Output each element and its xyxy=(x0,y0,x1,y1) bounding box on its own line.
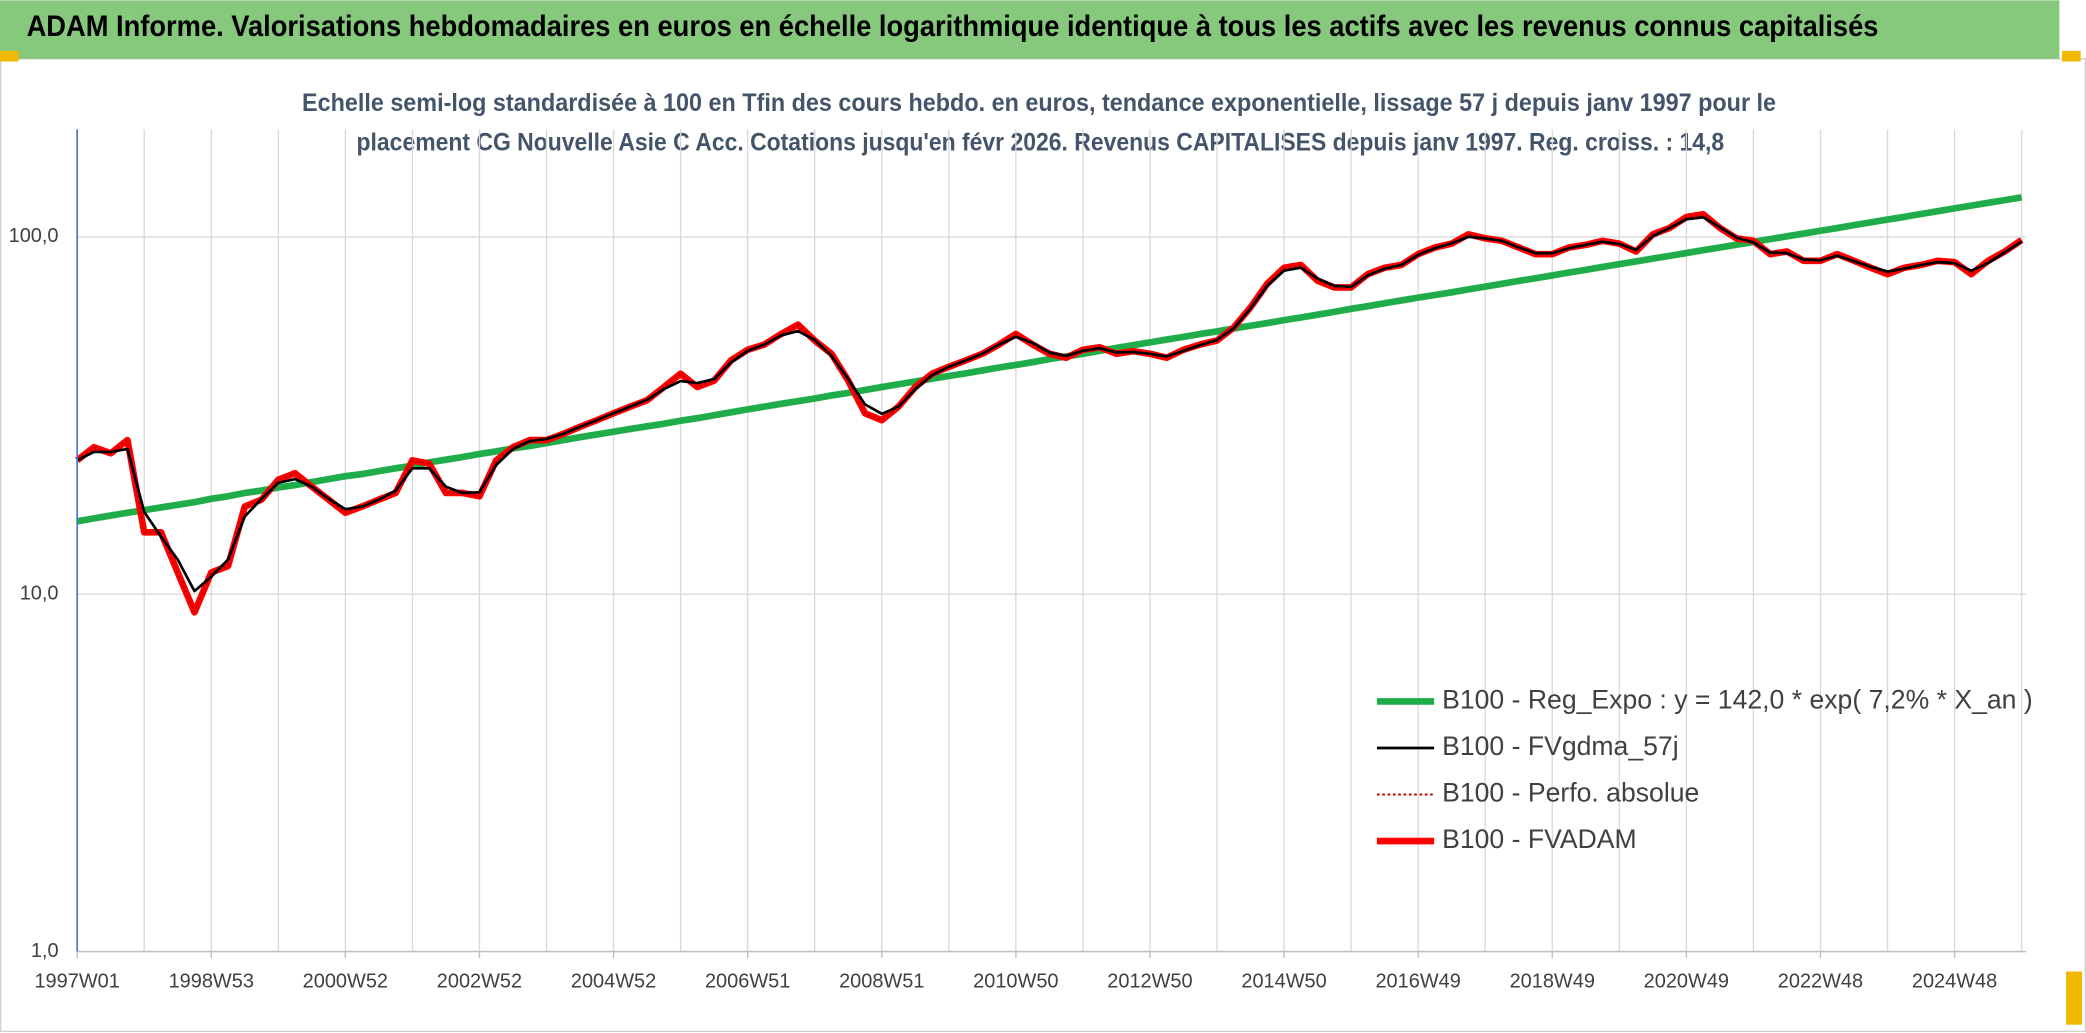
x-tick-label: 1997W01 xyxy=(34,970,119,992)
data-line xyxy=(76,215,2023,593)
chart-subtitle: Echelle semi-log standardisée à 100 en T… xyxy=(302,89,1776,117)
x-tick-label: 2008W51 xyxy=(839,970,924,992)
data-line xyxy=(76,213,2023,614)
x-tick-label: 1998W53 xyxy=(169,970,254,992)
x-tick-label: 2018W49 xyxy=(1510,970,1595,992)
corner-mark xyxy=(2062,50,2081,62)
y-tick-label: 100,0 xyxy=(9,225,59,247)
x-tick-label: 2014W50 xyxy=(1241,970,1326,992)
x-tick-label: 2006W51 xyxy=(705,970,790,992)
corner-mark xyxy=(0,50,19,62)
x-tick-label: 2020W49 xyxy=(1644,970,1729,992)
x-tick-label: 2002W52 xyxy=(437,970,522,992)
legend-label: B100 - FVgdma_57j xyxy=(1442,731,1679,761)
chart-title: ADAM Informe. Valorisations hebdomadaire… xyxy=(27,11,1879,43)
y-tick-label: 10,0 xyxy=(20,582,59,604)
y-tick-label: 1,0 xyxy=(31,940,59,962)
data-line xyxy=(76,194,2023,525)
x-tick-label: 2012W50 xyxy=(1107,970,1192,992)
x-tick-label: 2010W50 xyxy=(973,970,1058,992)
chart-frame xyxy=(0,58,2086,1033)
x-tick-label: 2022W48 xyxy=(1778,970,1863,992)
legend-label: B100 - Perfo. absolue xyxy=(1442,778,1699,808)
chart-subtitle: placement CG Nouvelle Asie C Acc. Cotati… xyxy=(357,129,1725,157)
corner-mark xyxy=(2066,971,2083,1025)
x-tick-label: 2016W49 xyxy=(1375,970,1460,992)
x-tick-label: 2000W52 xyxy=(303,970,388,992)
x-tick-label: 2024W48 xyxy=(1912,970,1997,992)
title-bar xyxy=(0,0,2060,59)
x-tick-label: 2004W52 xyxy=(571,970,656,992)
legend-label: B100 - Reg_Expo : y = 142,0 * exp( 7,2% … xyxy=(1442,684,2033,714)
legend-label: B100 - FVADAM xyxy=(1442,824,1637,854)
